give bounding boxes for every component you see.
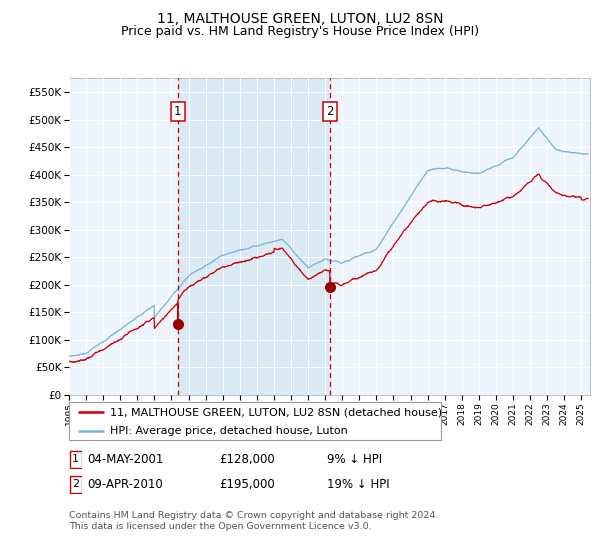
Text: HPI: Average price, detached house, Luton: HPI: Average price, detached house, Luto… [110,426,347,436]
Text: This data is licensed under the Open Government Licence v3.0.: This data is licensed under the Open Gov… [69,522,371,531]
Text: 11, MALTHOUSE GREEN, LUTON, LU2 8SN (detached house): 11, MALTHOUSE GREEN, LUTON, LU2 8SN (det… [110,407,442,417]
Text: 2: 2 [326,105,334,118]
Text: 9% ↓ HPI: 9% ↓ HPI [327,452,382,466]
Text: 04-MAY-2001: 04-MAY-2001 [87,452,163,466]
Text: 2: 2 [72,479,79,489]
Text: £195,000: £195,000 [219,478,275,491]
Text: 11, MALTHOUSE GREEN, LUTON, LU2 8SN: 11, MALTHOUSE GREEN, LUTON, LU2 8SN [157,12,443,26]
Bar [178,78,330,395]
Text: £128,000: £128,000 [219,452,275,466]
Text: 09-APR-2010: 09-APR-2010 [87,478,163,491]
Text: 1: 1 [174,105,182,118]
Text: Contains HM Land Registry data © Crown copyright and database right 2024.: Contains HM Land Registry data © Crown c… [69,511,439,520]
Text: Price paid vs. HM Land Registry's House Price Index (HPI): Price paid vs. HM Land Registry's House … [121,25,479,38]
Text: 19% ↓ HPI: 19% ↓ HPI [327,478,389,491]
Text: 1: 1 [72,454,79,464]
